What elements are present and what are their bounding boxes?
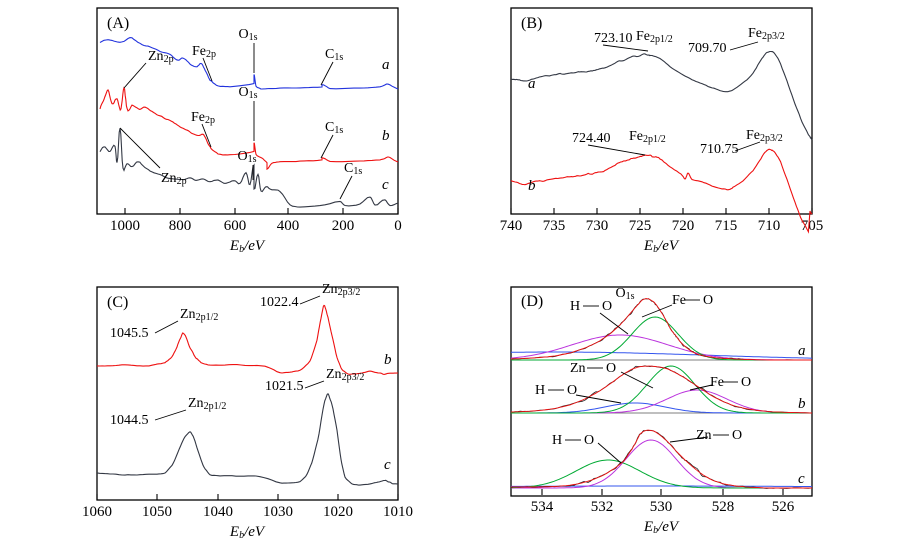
svg-text:(A): (A) xyxy=(107,15,129,32)
svg-text:534: 534 xyxy=(531,499,554,515)
svg-text:c: c xyxy=(384,457,391,473)
svg-text:b: b xyxy=(384,352,392,368)
svg-text:532: 532 xyxy=(591,499,614,515)
svg-text:1010: 1010 xyxy=(383,504,413,520)
svg-text:528: 528 xyxy=(712,499,735,515)
svg-text:740: 740 xyxy=(500,218,523,234)
svg-text:O: O xyxy=(567,383,577,398)
svg-text:H: H xyxy=(570,299,580,314)
svg-text:c: c xyxy=(798,471,805,487)
svg-text:1020: 1020 xyxy=(323,504,353,520)
svg-text:(B): (B) xyxy=(521,15,542,32)
svg-text:0: 0 xyxy=(394,218,402,234)
svg-text:724.40: 724.40 xyxy=(572,131,611,146)
svg-text:1044.5: 1044.5 xyxy=(110,413,149,428)
svg-text:735: 735 xyxy=(543,218,566,234)
svg-text:1030: 1030 xyxy=(263,504,293,520)
svg-text:600: 600 xyxy=(224,218,247,234)
svg-text:b: b xyxy=(382,128,390,144)
svg-text:400: 400 xyxy=(277,218,300,234)
svg-text:800: 800 xyxy=(169,218,192,234)
svg-text:(D): (D) xyxy=(521,293,543,310)
svg-text:720: 720 xyxy=(672,218,695,234)
svg-text:c: c xyxy=(382,177,389,193)
svg-text:a: a xyxy=(528,76,536,92)
svg-text:1050: 1050 xyxy=(142,504,172,520)
svg-text:O: O xyxy=(741,375,751,390)
svg-text:Eb/eV: Eb/eV xyxy=(229,238,266,255)
svg-text:Zn: Zn xyxy=(696,428,712,443)
svg-text:715: 715 xyxy=(715,218,738,234)
svg-text:(C): (C) xyxy=(107,294,128,311)
svg-text:O: O xyxy=(606,361,616,376)
svg-text:530: 530 xyxy=(650,499,673,515)
svg-text:a: a xyxy=(382,57,390,73)
svg-text:710: 710 xyxy=(758,218,781,234)
svg-text:O: O xyxy=(703,293,713,308)
svg-text:Eb/eV: Eb/eV xyxy=(643,238,680,255)
svg-text:1022.4: 1022.4 xyxy=(260,295,299,310)
svg-text:526: 526 xyxy=(772,499,795,515)
svg-text:705: 705 xyxy=(801,218,824,234)
svg-text:725: 725 xyxy=(629,218,652,234)
svg-text:H: H xyxy=(552,433,562,448)
svg-text:709.70: 709.70 xyxy=(688,41,727,56)
svg-text:a: a xyxy=(798,343,806,359)
svg-text:1021.5: 1021.5 xyxy=(265,379,304,394)
svg-text:Zn: Zn xyxy=(570,361,586,376)
svg-text:Fe: Fe xyxy=(710,375,724,390)
svg-text:1060: 1060 xyxy=(82,504,112,520)
svg-text:200: 200 xyxy=(332,218,355,234)
svg-text:710.75: 710.75 xyxy=(700,142,739,157)
svg-text:Eb/eV: Eb/eV xyxy=(643,519,680,536)
svg-text:Fe: Fe xyxy=(672,293,686,308)
svg-text:b: b xyxy=(798,396,806,412)
svg-text:O: O xyxy=(602,299,612,314)
svg-text:723.10: 723.10 xyxy=(594,31,633,46)
svg-text:H: H xyxy=(535,383,545,398)
svg-text:O: O xyxy=(732,428,742,443)
svg-text:O: O xyxy=(584,433,594,448)
svg-text:1045.5: 1045.5 xyxy=(110,326,149,341)
svg-text:1000: 1000 xyxy=(110,218,140,234)
svg-text:730: 730 xyxy=(586,218,609,234)
svg-text:1040: 1040 xyxy=(203,504,233,520)
svg-text:Eb/eV: Eb/eV xyxy=(229,524,266,541)
svg-text:b: b xyxy=(528,178,536,194)
